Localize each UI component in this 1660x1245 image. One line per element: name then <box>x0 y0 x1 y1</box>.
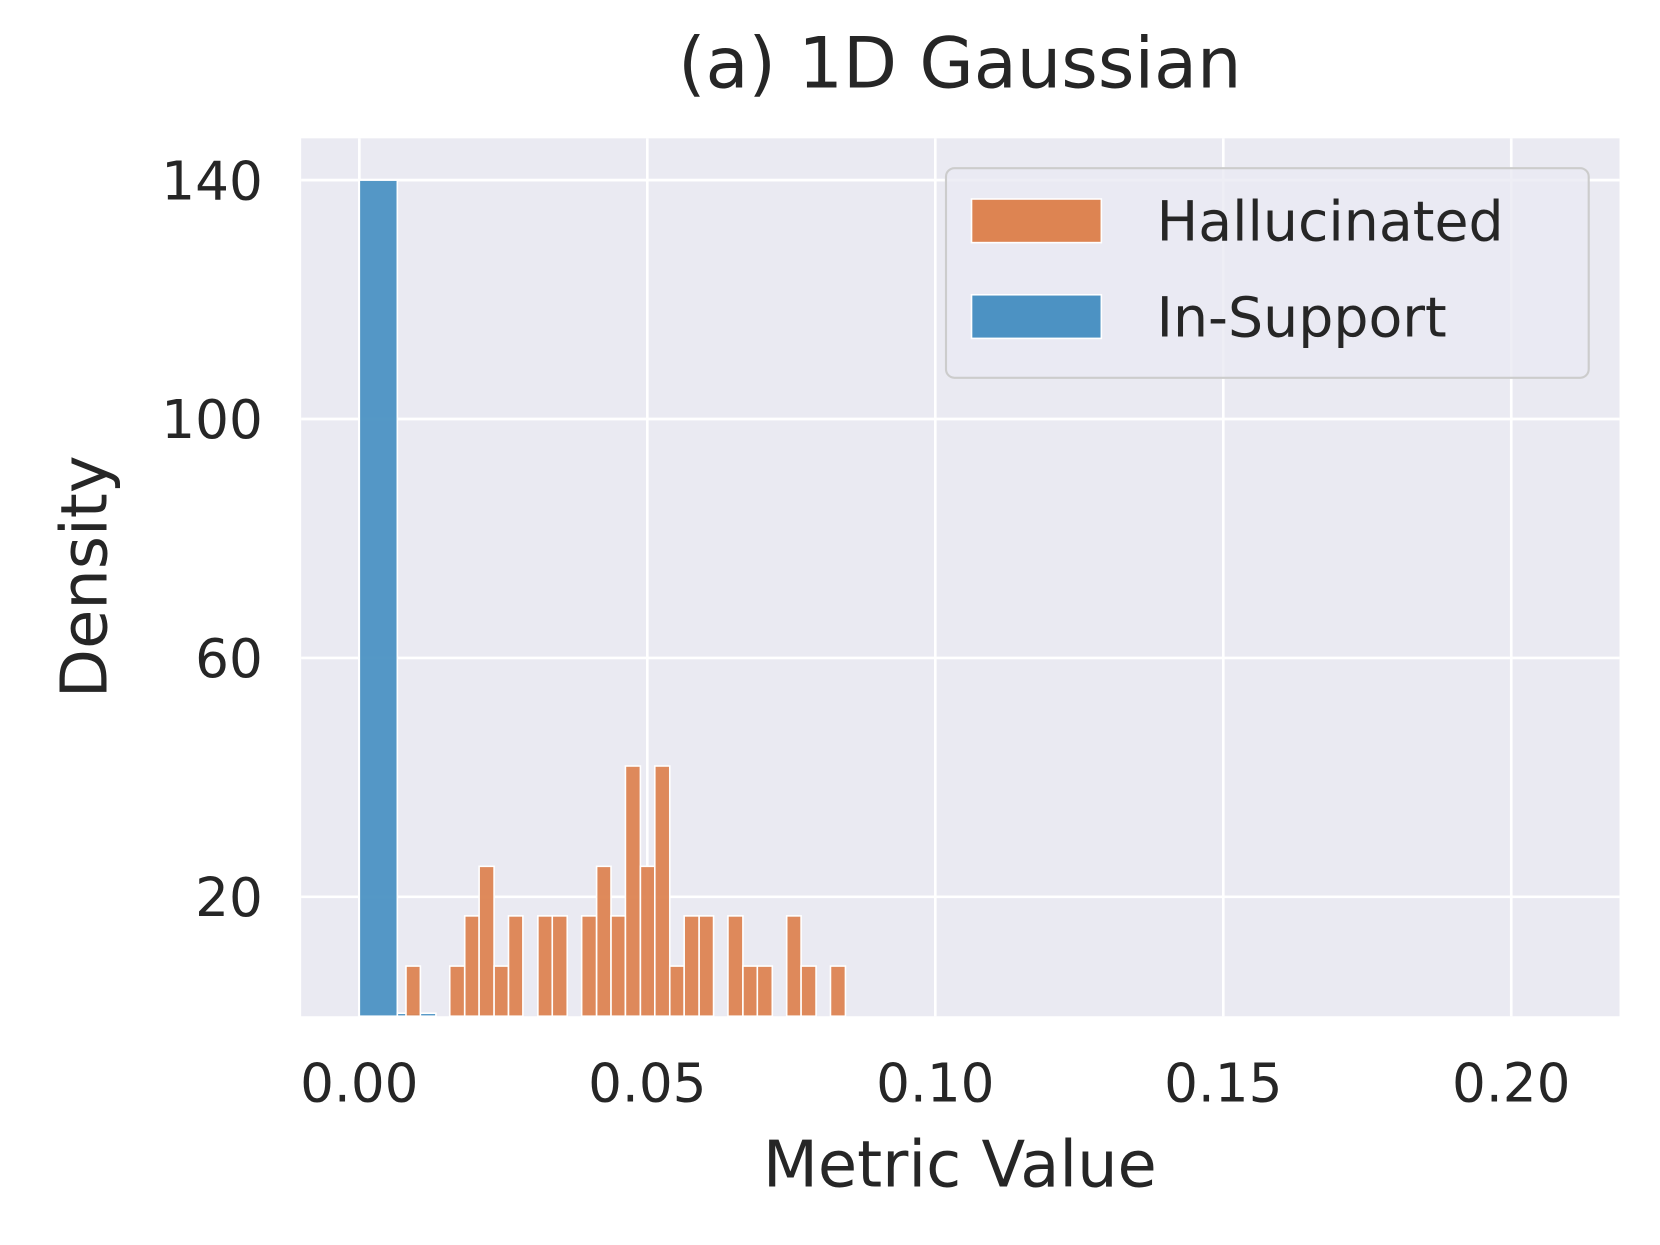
bar <box>478 865 495 1018</box>
bar <box>727 915 744 1018</box>
y-tick-label: 60 <box>195 628 263 690</box>
bar <box>463 915 480 1018</box>
bar <box>639 865 656 1018</box>
bar <box>653 765 671 1018</box>
bar <box>785 915 802 1018</box>
y-axis-label: Density <box>48 455 122 698</box>
bar <box>829 965 847 1018</box>
bar <box>507 915 524 1018</box>
bar <box>551 915 569 1018</box>
legend-label: Hallucinated <box>1157 190 1504 254</box>
bar <box>405 965 422 1018</box>
bar <box>742 965 759 1018</box>
bar <box>756 965 774 1018</box>
x-tick-label: 0.00 <box>300 1052 418 1114</box>
bar <box>610 915 627 1018</box>
x-axis-label: Metric Value <box>763 1128 1157 1202</box>
bar <box>493 965 510 1018</box>
x-tick-label: 0.10 <box>876 1052 994 1114</box>
legend-swatch <box>970 198 1103 244</box>
chart-title: (a) 1D Gaussian <box>678 22 1241 104</box>
bar <box>624 765 642 1018</box>
bar <box>800 965 817 1018</box>
bar <box>698 915 715 1018</box>
legend-swatch <box>970 293 1103 340</box>
y-tick-label: 20 <box>195 867 263 929</box>
legend: Hallucinated In-Support <box>944 167 1590 379</box>
bar <box>668 965 685 1018</box>
x-tick-label: 0.20 <box>1452 1052 1570 1114</box>
bar <box>580 915 598 1018</box>
legend-label: In-Support <box>1157 286 1447 350</box>
x-tick-label: 0.05 <box>588 1052 706 1114</box>
bar <box>448 965 466 1018</box>
bar <box>595 865 612 1018</box>
y-tick-label: 100 <box>161 389 263 451</box>
legend-frame <box>944 167 1590 379</box>
y-tick-label: 140 <box>161 150 263 212</box>
bar <box>683 915 700 1018</box>
x-tick-label: 0.15 <box>1164 1052 1282 1114</box>
bar <box>358 179 399 1018</box>
bar <box>537 915 554 1018</box>
